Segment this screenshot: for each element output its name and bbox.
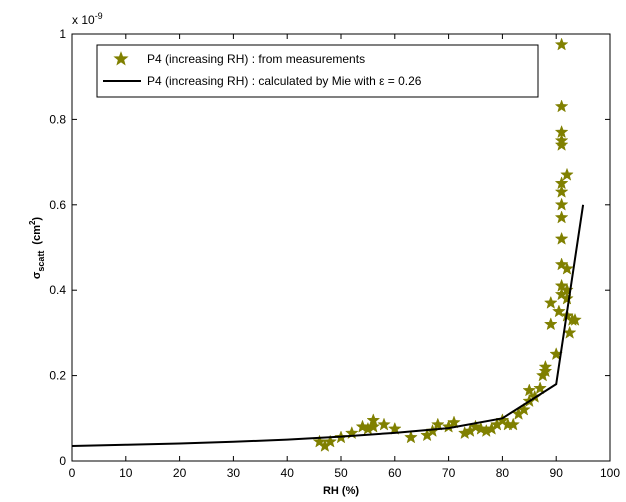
y-tick-label: 0	[59, 454, 66, 468]
data-point	[538, 364, 553, 378]
data-point	[554, 137, 569, 151]
data-point	[431, 417, 445, 431]
x-tick-label: 30	[227, 466, 241, 480]
data-point	[522, 383, 537, 397]
data-point	[554, 99, 569, 113]
y-tick-label: 0.8	[49, 112, 66, 126]
data-point	[543, 295, 558, 309]
data-point	[554, 231, 569, 245]
y-tick-label: 0.4	[49, 283, 66, 297]
data-point	[568, 312, 582, 326]
x-tick-label: 90	[550, 466, 564, 480]
legend-marker	[113, 51, 129, 66]
y-tick-label: 0.6	[49, 198, 66, 212]
y-axis-label: σscatt(cm2)	[28, 217, 46, 280]
legend-label: P4 (increasing RH) : from measurements	[147, 52, 365, 66]
data-point	[554, 37, 569, 51]
data-point	[554, 176, 569, 190]
data-point	[554, 210, 569, 224]
x-tick-label: 40	[281, 466, 295, 480]
x-tick-label: 80	[496, 466, 510, 480]
data-line	[71, 204, 585, 448]
data-point	[447, 415, 461, 429]
x-axis-label: RH (%)	[323, 485, 359, 497]
legend: P4 (increasing RH) : from measurements P4…	[96, 44, 539, 98]
data-point	[554, 184, 569, 198]
y-tick-label: 0.2	[49, 369, 66, 383]
x-tick-label: 60	[388, 466, 402, 480]
y-tick-label: 1	[59, 27, 66, 41]
data-point	[560, 291, 574, 305]
data-point	[404, 430, 418, 444]
x-tick-label: 0	[69, 466, 76, 480]
x-tick-label: 100	[600, 466, 620, 480]
x-tick-label: 50	[334, 466, 348, 480]
data-point	[366, 419, 381, 433]
data-point	[543, 317, 558, 331]
y-multiplier: x 10-9	[72, 11, 103, 27]
legend-box	[96, 44, 539, 98]
legend-label: P4 (increasing RH) : calculated by Mie w…	[147, 74, 422, 88]
data-point	[377, 417, 391, 431]
x-tick-label: 20	[173, 466, 187, 480]
data-point	[560, 167, 574, 181]
data-point	[323, 434, 338, 448]
data-point	[552, 304, 566, 318]
data-point	[533, 381, 547, 395]
plot-frame	[71, 33, 611, 462]
data-point	[554, 197, 569, 211]
data-point	[560, 261, 574, 275]
x-tick-label: 10	[119, 466, 133, 480]
data-point	[387, 421, 402, 435]
data-point	[554, 124, 569, 139]
data-point	[506, 417, 520, 431]
x-tick-label: 70	[442, 466, 456, 480]
data-point	[538, 359, 553, 373]
